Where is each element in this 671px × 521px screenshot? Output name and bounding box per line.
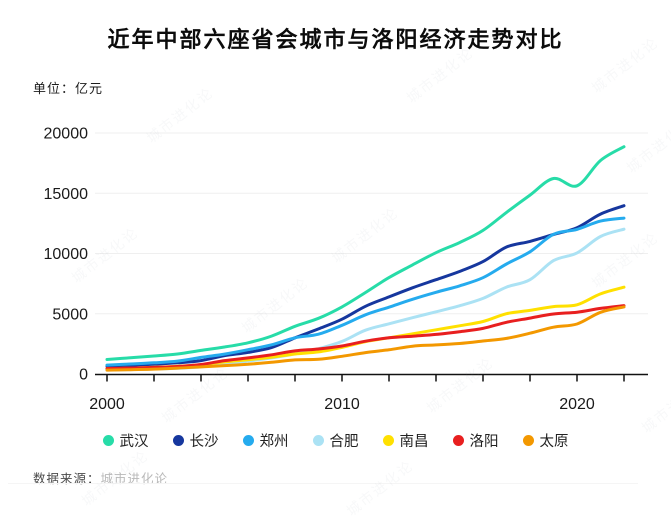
- legend-dot-wuhan: [102, 435, 114, 446]
- legend-item-changsha: 长沙: [172, 430, 219, 451]
- legend-label: 合肥: [329, 434, 359, 450]
- series-line-hefei: [105, 227, 626, 372]
- legend-label: 武汉: [119, 434, 149, 450]
- legend-dot-nanchang: [382, 435, 394, 446]
- legend-item-nanchang: 南昌: [382, 430, 429, 451]
- data-source: 数据来源：城市进化论: [33, 468, 168, 487]
- y-tick-label: 15000: [44, 186, 89, 203]
- series-line-luoyang: [105, 304, 626, 370]
- legend-item-luoyang: 洛阳: [452, 430, 499, 451]
- legend-dot-luoyang: [452, 435, 464, 446]
- watermark-text: 城市进化论: [343, 457, 417, 519]
- data-source-prefix: 数据来源：: [33, 472, 101, 486]
- x-tick-label: 2000: [89, 396, 125, 413]
- series-line-wuhan: [105, 145, 626, 361]
- series-line-changsha: [105, 204, 626, 368]
- line-chart: 0 5000 10000 15000 20000 2000 2010 2020: [44, 126, 648, 413]
- y-tick-label: 0: [79, 367, 88, 384]
- bottom-divider: [8, 483, 638, 484]
- legend-item-zhengzhou: 郑州: [242, 430, 289, 451]
- legend-label: 南昌: [399, 434, 429, 450]
- x-tick-label: 2010: [324, 396, 360, 413]
- legend-label: 郑州: [259, 434, 289, 450]
- page-title: 近年中部六座省会城市与洛阳经济走势对比: [107, 27, 564, 52]
- legend-item-taiyuan: 太原: [522, 430, 569, 451]
- unit-label: 单位：亿元: [33, 81, 104, 96]
- chart-legend: 武汉 长沙 郑州 合肥 南昌 洛阳 太原: [0, 430, 671, 451]
- legend-label: 洛阳: [469, 434, 499, 450]
- y-tick-label: 10000: [44, 246, 89, 263]
- series-line-zhengzhou: [105, 216, 626, 367]
- legend-label: 太原: [539, 434, 569, 450]
- legend-dot-zhengzhou: [242, 435, 254, 446]
- y-tick-label: 20000: [44, 126, 89, 143]
- legend-label: 长沙: [189, 434, 219, 450]
- legend-dot-hefei: [312, 435, 324, 446]
- legend-item-hefei: 合肥: [312, 430, 359, 451]
- legend-item-wuhan: 武汉: [102, 430, 149, 451]
- legend-dot-changsha: [172, 435, 184, 446]
- data-source-name: 城市进化论: [100, 472, 169, 486]
- y-tick-label: 5000: [52, 306, 88, 323]
- legend-dot-taiyuan: [522, 435, 534, 446]
- series-line-taiyuan: [105, 305, 626, 372]
- x-tick-label: 2020: [559, 396, 595, 413]
